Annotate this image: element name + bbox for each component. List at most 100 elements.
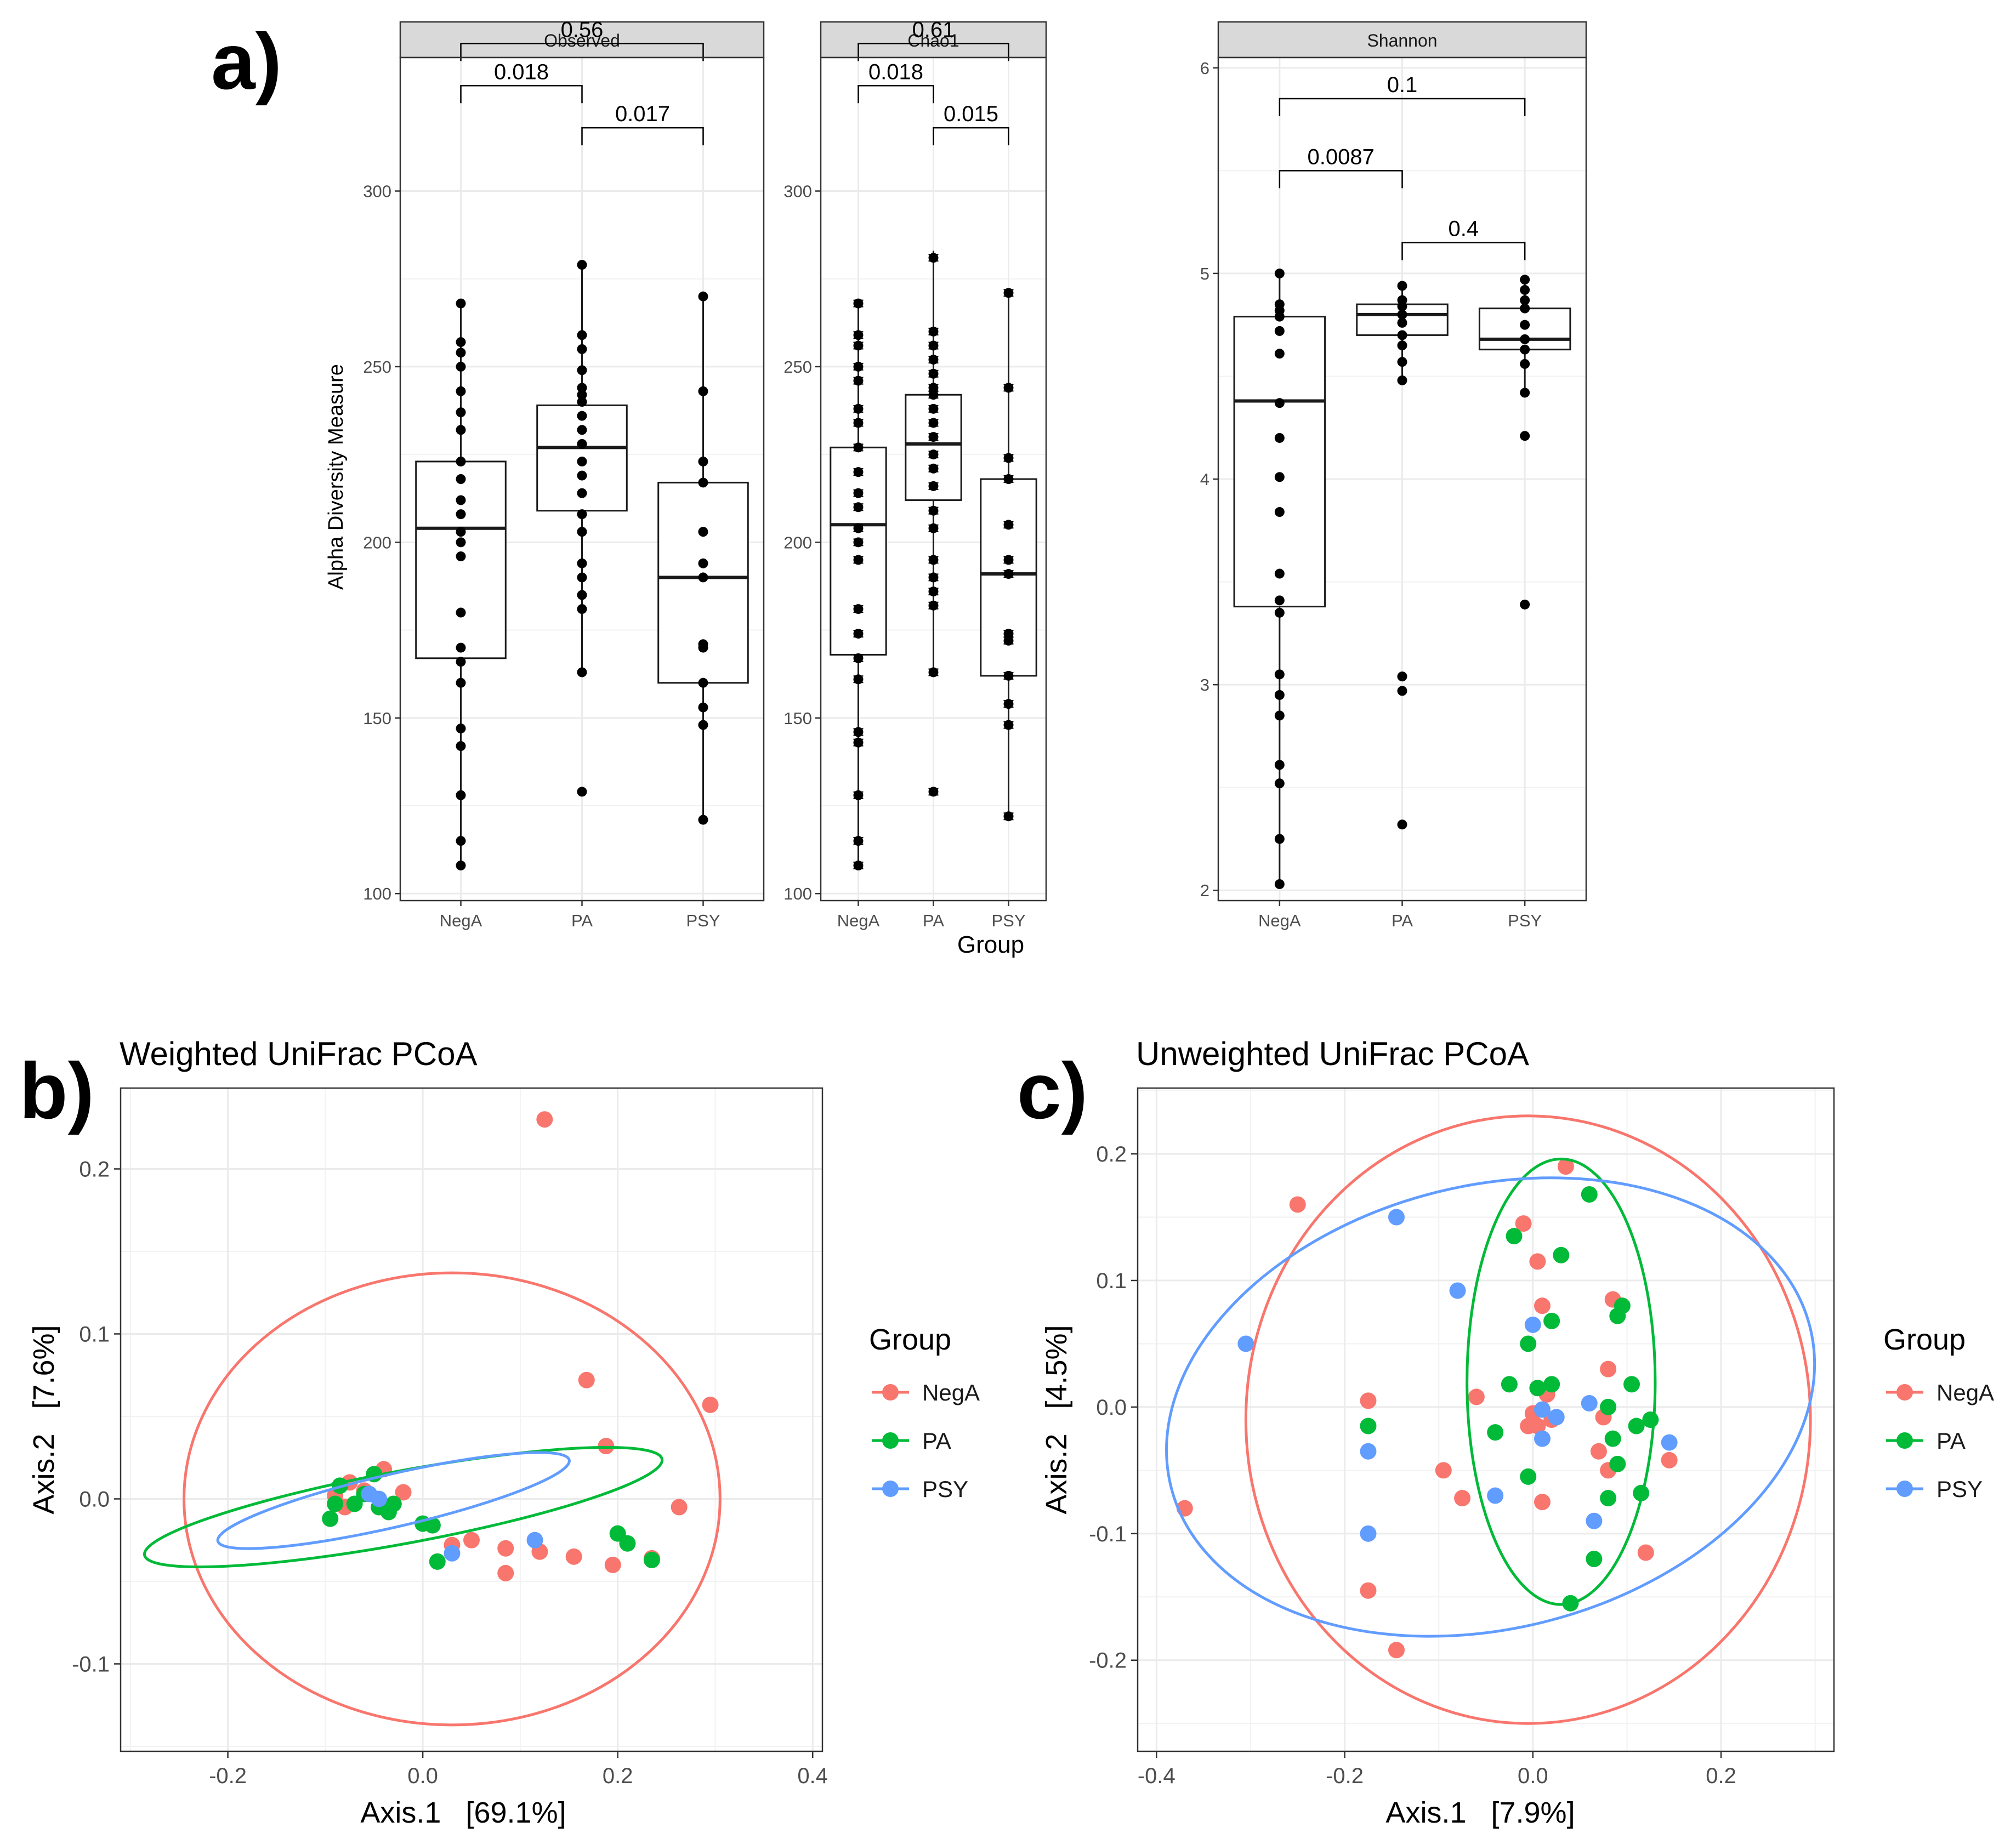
series-nega: [1176, 1158, 1678, 1659]
data-point: [1274, 432, 1285, 443]
unweighted-legend-title: Group: [1883, 1323, 1966, 1356]
x-tick-label: -0.2: [1326, 1764, 1364, 1788]
data-point: [853, 442, 864, 453]
significance-label: 0.017: [615, 102, 670, 126]
data-point: [1515, 1215, 1532, 1232]
data-point: [1397, 357, 1407, 367]
data-point: [643, 1551, 660, 1568]
data-point: [1003, 453, 1014, 463]
plot-panel: [121, 1088, 822, 1751]
data-point: [928, 340, 939, 351]
data-point: [853, 298, 864, 309]
data-point: [928, 555, 939, 565]
data-point: [1628, 1418, 1645, 1434]
data-point: [1637, 1544, 1654, 1561]
data-point: [1360, 1418, 1377, 1434]
data-point: [698, 639, 708, 650]
alpha-diversity-chart: Observed 100 150 200 250 300 NegA PA PSY 0.018 0.0…: [363, 18, 1587, 930]
data-point: [1397, 686, 1407, 696]
data-point: [456, 551, 466, 561]
x-tick-label: PA: [571, 911, 593, 930]
significance-label: 0.0087: [1307, 145, 1374, 169]
data-point: [1520, 1418, 1537, 1434]
data-point: [577, 787, 587, 797]
data-point: [1520, 599, 1530, 610]
data-point: [698, 558, 708, 568]
data-point: [1534, 1494, 1551, 1511]
data-point: [1661, 1434, 1678, 1451]
legend-key-point: [882, 1384, 899, 1401]
significance-label: 0.61: [912, 18, 955, 42]
significance-label: 0.1: [1387, 73, 1418, 97]
facet-observed: Observed 100 150 200 250 300 NegA PA PSY 0.018 0.0…: [363, 18, 765, 930]
data-point: [698, 678, 708, 688]
y-tick-label: 0.2: [79, 1157, 110, 1181]
alpha-ylabel: Alpha Diversity Measure: [325, 364, 348, 590]
data-point: [1520, 303, 1530, 314]
data-point: [456, 537, 466, 548]
data-point: [853, 537, 864, 548]
data-point: [1534, 1401, 1551, 1418]
data-point: [1397, 309, 1407, 320]
x-tick-label: PSY: [686, 911, 720, 930]
y-tick-label: 0.1: [79, 1322, 110, 1346]
data-point: [565, 1548, 582, 1565]
data-point: [853, 555, 864, 565]
series-psy: [361, 1485, 543, 1562]
data-point: [853, 628, 864, 639]
facet-shannon: Shannon 2 3 4 5 6 NegA PA PSY 0.0087 0.4 0.1: [1200, 21, 1587, 930]
data-point: [456, 474, 466, 484]
data-point: [1274, 299, 1285, 310]
y-tick-label: 200: [363, 533, 391, 552]
data-point: [928, 368, 939, 379]
data-point: [456, 361, 466, 372]
significance-bracket: [1279, 98, 1526, 117]
panel-label-c: c): [1017, 1046, 1088, 1135]
data-point: [1274, 326, 1285, 336]
data-point: [853, 467, 864, 477]
data-point: [928, 523, 939, 533]
unweighted-title: Unweighted UniFrac PCoA: [1136, 1035, 1529, 1072]
data-point: [444, 1545, 461, 1562]
data-point: [853, 361, 864, 372]
data-point: [604, 1556, 621, 1573]
data-point: [577, 572, 587, 583]
unweighted-legend: Group NegA PA PSY: [1883, 1323, 1994, 1502]
data-point: [456, 509, 466, 520]
data-point: [853, 502, 864, 513]
data-point: [1487, 1424, 1504, 1441]
data-point: [1501, 1376, 1518, 1393]
data-point: [1449, 1282, 1466, 1299]
data-point: [1274, 710, 1285, 721]
data-point: [1543, 1376, 1560, 1393]
data-point: [928, 432, 939, 442]
data-point: [577, 590, 587, 600]
confidence-ellipse-psy: [216, 1451, 571, 1550]
data-point: [1454, 1490, 1471, 1507]
y-tick-label: 100: [783, 884, 812, 903]
x-tick-label: 0.4: [797, 1764, 828, 1788]
significance-bracket: [581, 127, 704, 146]
data-point: [1633, 1484, 1650, 1501]
data-point: [1388, 1642, 1405, 1659]
data-point: [1524, 1316, 1541, 1333]
significance-label: 0.018: [494, 60, 549, 84]
data-point: [456, 407, 466, 418]
data-point: [577, 344, 587, 354]
confidence-ellipse-nega: [1244, 1114, 1812, 1725]
legend-label-pa: PA: [922, 1428, 951, 1454]
data-point: [698, 815, 708, 825]
data-point: [577, 456, 587, 466]
data-point: [1520, 275, 1530, 285]
data-point: [1003, 811, 1014, 822]
data-point: [1274, 507, 1285, 517]
data-point: [577, 488, 587, 498]
data-point: [853, 836, 864, 846]
data-point: [456, 657, 466, 667]
y-tick-label: 150: [363, 709, 391, 728]
y-tick-label: -0.1: [72, 1652, 110, 1676]
significance-label: 0.018: [868, 60, 923, 84]
data-point: [928, 787, 939, 797]
y-tick-label: 250: [363, 357, 391, 377]
